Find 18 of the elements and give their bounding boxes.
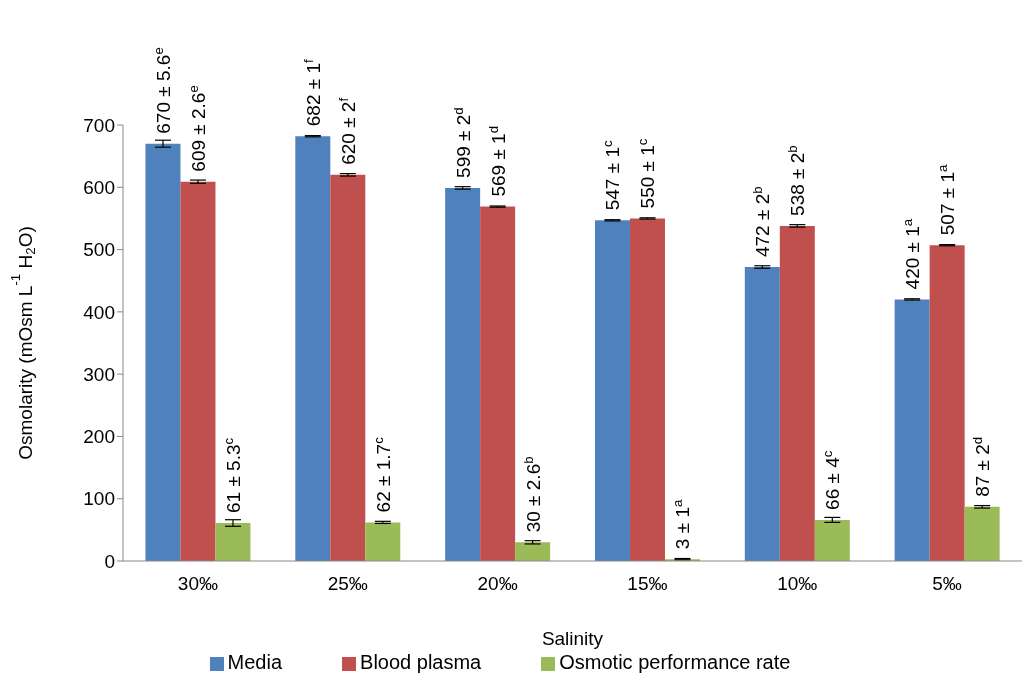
y-tick-label: 200: [83, 426, 115, 448]
x-tick-label: 15‰: [627, 573, 668, 595]
x-axis-title: Salinity: [541, 628, 604, 649]
legend-label: Blood plasma: [360, 651, 482, 673]
x-tick-label: 30‰: [177, 573, 218, 595]
y-tick-label: 100: [83, 488, 115, 510]
y-tick-label: 0: [104, 550, 115, 572]
y-tick-label: 400: [83, 301, 115, 323]
y-tick-label: 300: [83, 363, 115, 385]
y-tick-label: 600: [83, 177, 115, 199]
x-tick-label: 10‰: [777, 573, 818, 595]
legend-label: Media: [227, 651, 283, 673]
x-tick-label: 25‰: [327, 573, 368, 595]
x-tick-label: 20‰: [477, 573, 518, 595]
y-tick-label: 700: [83, 114, 115, 136]
x-tick-label: 5‰: [932, 573, 962, 595]
y-tick-label: 500: [83, 239, 115, 261]
legend-label: Osmotic performance rate: [559, 651, 791, 673]
